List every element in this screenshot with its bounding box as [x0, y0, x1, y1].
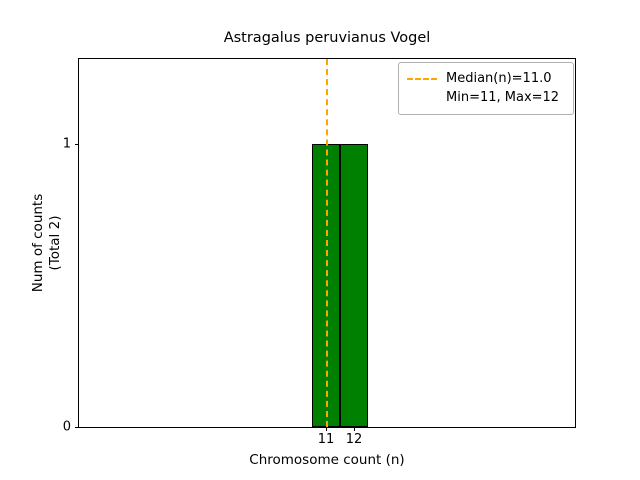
ytick-mark-0 [75, 427, 79, 428]
ytick-label-0: 0 [62, 419, 71, 435]
legend-label-minmax: Min=11, Max=12 [446, 90, 560, 105]
bar-12 [340, 143, 368, 427]
legend: Median(n)=11.0 Min=11, Max=12 [398, 62, 574, 115]
median-line [326, 59, 328, 427]
ytick-label-1: 1 [62, 136, 71, 152]
legend-item-median: Median(n)=11.0 [407, 69, 565, 88]
legend-label-median: Median(n)=11.0 [446, 71, 552, 86]
xtick-mark-12 [354, 427, 355, 431]
dashed-line-icon [407, 77, 437, 80]
ytick-mark-1 [75, 143, 79, 145]
y-axis-label: Num of counts (Total 2) [30, 193, 63, 293]
x-axis-label: Chromosome count (n) [249, 452, 405, 468]
xtick-label-11: 11 [317, 432, 335, 447]
chart-title: Astragalus peruvianus Vogel [223, 30, 431, 46]
xtick-label-12: 12 [345, 432, 363, 447]
legend-item-minmax: Min=11, Max=12 [407, 88, 565, 107]
plot-area: 0 1 11 12 [63, 58, 576, 446]
xtick-mark-11 [326, 427, 327, 431]
